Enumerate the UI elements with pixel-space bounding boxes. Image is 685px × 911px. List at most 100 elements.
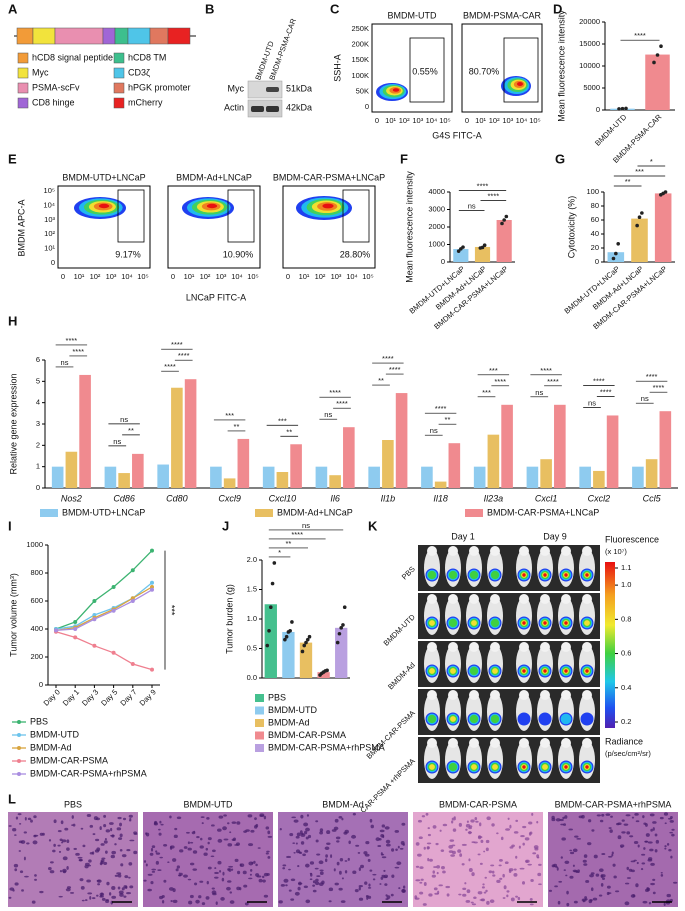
signal xyxy=(471,620,477,626)
nucleus xyxy=(303,822,309,827)
legend-swatch xyxy=(17,82,29,94)
nucleus xyxy=(77,856,83,859)
significance-label: ns xyxy=(430,426,438,435)
nucleus xyxy=(626,877,632,879)
nucleus xyxy=(492,874,496,877)
legend-swatch xyxy=(40,509,58,517)
mouse-head xyxy=(561,690,571,700)
legend-swatch xyxy=(17,97,29,109)
bar xyxy=(607,252,625,262)
signal xyxy=(471,764,477,770)
nucleus xyxy=(509,824,512,829)
legend-label: CD3ζ xyxy=(128,67,150,77)
mouse-head xyxy=(519,738,529,748)
nucleus xyxy=(381,856,387,859)
mouse-head xyxy=(469,738,479,748)
y-tick-label: 4 xyxy=(36,398,40,407)
nucleus xyxy=(189,862,195,866)
nucleus xyxy=(652,891,656,895)
mouse-head xyxy=(540,594,550,604)
nucleus xyxy=(73,847,77,851)
nucleus xyxy=(169,815,172,819)
gate xyxy=(342,189,370,243)
series-line xyxy=(55,631,153,671)
nucleus xyxy=(529,898,533,901)
nucleus xyxy=(14,882,19,886)
nucleus xyxy=(367,887,372,889)
data-point xyxy=(73,620,78,624)
nucleus xyxy=(220,897,225,901)
y-tick-label: 10⁴ xyxy=(43,200,55,209)
plot-title: BMDM-UTD xyxy=(388,10,437,20)
nucleus xyxy=(664,845,667,848)
nucleus xyxy=(485,839,490,844)
nucleus xyxy=(296,832,301,837)
nucleus xyxy=(611,851,614,855)
nucleus xyxy=(415,879,421,882)
significance-label: *** xyxy=(489,366,498,375)
blot xyxy=(247,80,283,99)
nucleus xyxy=(326,830,331,835)
nucleus xyxy=(644,840,649,843)
nucleus xyxy=(173,834,178,839)
nucleus xyxy=(267,855,271,859)
bar xyxy=(282,631,295,678)
legend-label: BMDM-Ad xyxy=(30,742,72,752)
legend-marker xyxy=(17,759,21,763)
legend-label: PSMA-scFv xyxy=(32,82,80,92)
bar xyxy=(171,387,183,488)
nucleus xyxy=(217,828,222,832)
signal xyxy=(522,621,526,625)
data-point xyxy=(73,635,78,640)
nucleus xyxy=(226,886,231,891)
density-contour xyxy=(322,203,334,209)
nucleus xyxy=(111,895,117,899)
signal xyxy=(542,764,548,770)
nucleus xyxy=(596,814,601,817)
nucleus xyxy=(214,876,219,879)
nucleus xyxy=(419,891,424,895)
nucleus xyxy=(96,894,99,897)
nucleus xyxy=(89,824,94,828)
nucleus xyxy=(435,842,439,846)
x-tick-label: 10¹ xyxy=(475,116,486,125)
nucleus xyxy=(245,829,250,832)
nucleus xyxy=(451,844,456,847)
nucleus xyxy=(305,863,310,868)
data-point xyxy=(652,60,656,65)
nucleus xyxy=(458,893,462,896)
y-tick-label: 10000 xyxy=(579,61,600,70)
nucleus xyxy=(189,894,194,899)
nucleus xyxy=(247,814,253,818)
nucleus xyxy=(227,868,231,871)
significance-label: *** xyxy=(225,411,234,420)
significance-label: **** xyxy=(494,377,506,386)
nucleus xyxy=(157,869,162,872)
mouse-head xyxy=(448,642,458,652)
nucleus xyxy=(379,883,382,885)
bar xyxy=(540,459,552,488)
nucleus xyxy=(670,855,673,859)
nucleus xyxy=(250,829,255,833)
nucleus xyxy=(280,884,286,887)
nucleus xyxy=(108,892,112,896)
nucleus xyxy=(384,883,388,886)
bar xyxy=(223,478,236,488)
nucleus xyxy=(99,892,105,897)
band-label: Myc xyxy=(228,83,245,93)
nucleus xyxy=(39,890,44,894)
x-tick-label: Il1b xyxy=(381,493,396,503)
nucleus xyxy=(338,816,343,819)
y-axis-label: BMDM APC-A xyxy=(16,199,26,256)
nucleus xyxy=(385,839,391,844)
nucleus xyxy=(306,814,310,817)
nucleus xyxy=(669,831,673,834)
nucleus xyxy=(669,819,674,823)
nucleus xyxy=(325,854,328,858)
mouse-head xyxy=(427,546,437,556)
significance-label: **** xyxy=(72,347,84,356)
data-point xyxy=(265,643,270,648)
x-tick-label: 10⁵ xyxy=(247,272,258,281)
nucleus xyxy=(341,817,344,821)
